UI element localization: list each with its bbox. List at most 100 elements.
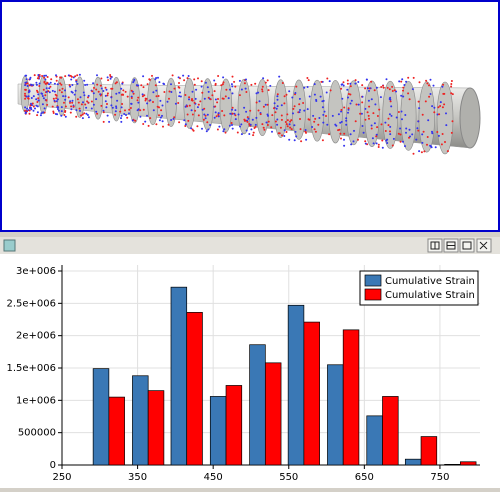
particle bbox=[234, 85, 237, 88]
particle bbox=[228, 124, 231, 127]
particle bbox=[407, 92, 410, 95]
particle bbox=[37, 74, 40, 76]
particle bbox=[97, 90, 100, 93]
bar bbox=[186, 312, 203, 466]
splitter[interactable] bbox=[0, 233, 500, 237]
particle bbox=[230, 83, 233, 86]
particle bbox=[142, 108, 145, 111]
particle bbox=[439, 105, 442, 107]
particle bbox=[190, 109, 193, 112]
particle bbox=[155, 123, 158, 126]
particle bbox=[45, 90, 48, 93]
particle bbox=[147, 124, 150, 127]
particle bbox=[308, 95, 311, 98]
particle bbox=[143, 94, 146, 97]
particle bbox=[37, 77, 40, 80]
particle bbox=[231, 124, 233, 126]
particle bbox=[392, 137, 395, 140]
particle bbox=[437, 106, 440, 109]
particle bbox=[357, 81, 360, 83]
particle bbox=[90, 107, 93, 110]
particle bbox=[347, 96, 349, 99]
particle bbox=[132, 81, 135, 84]
particle bbox=[229, 88, 231, 91]
particle bbox=[130, 97, 133, 99]
particle bbox=[283, 95, 286, 98]
particle bbox=[183, 119, 186, 122]
particle bbox=[267, 89, 270, 92]
particle bbox=[179, 77, 181, 80]
particle bbox=[93, 86, 95, 89]
particle bbox=[349, 82, 352, 85]
particle bbox=[24, 106, 27, 109]
particle bbox=[399, 140, 402, 143]
particle bbox=[263, 128, 266, 131]
particle bbox=[59, 82, 62, 85]
maximize-button[interactable] bbox=[459, 238, 475, 253]
particle bbox=[295, 135, 298, 138]
particle bbox=[43, 74, 46, 77]
particle bbox=[55, 79, 58, 82]
view-toolbar bbox=[0, 237, 500, 254]
particle bbox=[80, 103, 83, 106]
particle bbox=[368, 105, 371, 108]
particle bbox=[299, 109, 301, 111]
particle bbox=[245, 129, 248, 132]
particle bbox=[193, 78, 196, 81]
particle bbox=[375, 86, 378, 89]
screw-flight bbox=[219, 78, 233, 133]
particle bbox=[86, 114, 89, 116]
particle bbox=[178, 82, 180, 84]
particle bbox=[364, 107, 367, 110]
particle bbox=[441, 85, 444, 88]
particle bbox=[346, 82, 349, 85]
particle bbox=[247, 117, 250, 120]
particle bbox=[57, 106, 60, 109]
particle bbox=[173, 87, 176, 90]
screw-flight bbox=[129, 77, 140, 124]
particle bbox=[25, 74, 28, 77]
particle bbox=[397, 111, 400, 113]
particle bbox=[160, 109, 163, 112]
particle bbox=[82, 91, 85, 94]
particle bbox=[79, 109, 81, 112]
particle bbox=[395, 90, 398, 93]
y-tick-label: 0 bbox=[50, 460, 56, 471]
legend-swatch bbox=[364, 274, 382, 287]
particle bbox=[321, 139, 324, 142]
particle bbox=[159, 116, 162, 119]
particle bbox=[24, 92, 26, 95]
particle bbox=[70, 78, 73, 81]
particle bbox=[400, 110, 403, 113]
particle bbox=[64, 115, 67, 118]
particle bbox=[238, 79, 241, 82]
particle bbox=[366, 111, 369, 114]
particle bbox=[41, 75, 44, 77]
particle bbox=[283, 129, 286, 132]
particle bbox=[322, 121, 325, 124]
particle bbox=[194, 109, 197, 112]
particle bbox=[352, 140, 355, 143]
particle bbox=[446, 150, 449, 153]
particle bbox=[50, 78, 53, 81]
particle bbox=[200, 85, 203, 88]
particle bbox=[426, 82, 429, 85]
particle bbox=[191, 113, 194, 116]
particle bbox=[80, 114, 82, 117]
particle bbox=[162, 125, 164, 128]
particle bbox=[201, 108, 204, 111]
particle bbox=[64, 98, 67, 101]
particle bbox=[357, 138, 359, 141]
particle bbox=[271, 130, 273, 133]
particle bbox=[311, 126, 314, 128]
y-tick-label: 2e+006 bbox=[16, 331, 56, 342]
particle bbox=[69, 111, 72, 114]
particle bbox=[91, 90, 94, 93]
particle bbox=[231, 112, 234, 115]
particle bbox=[195, 88, 198, 91]
particle bbox=[167, 123, 170, 126]
particle bbox=[340, 108, 343, 111]
particle bbox=[441, 133, 444, 135]
particle bbox=[83, 94, 86, 97]
particle bbox=[76, 74, 79, 77]
